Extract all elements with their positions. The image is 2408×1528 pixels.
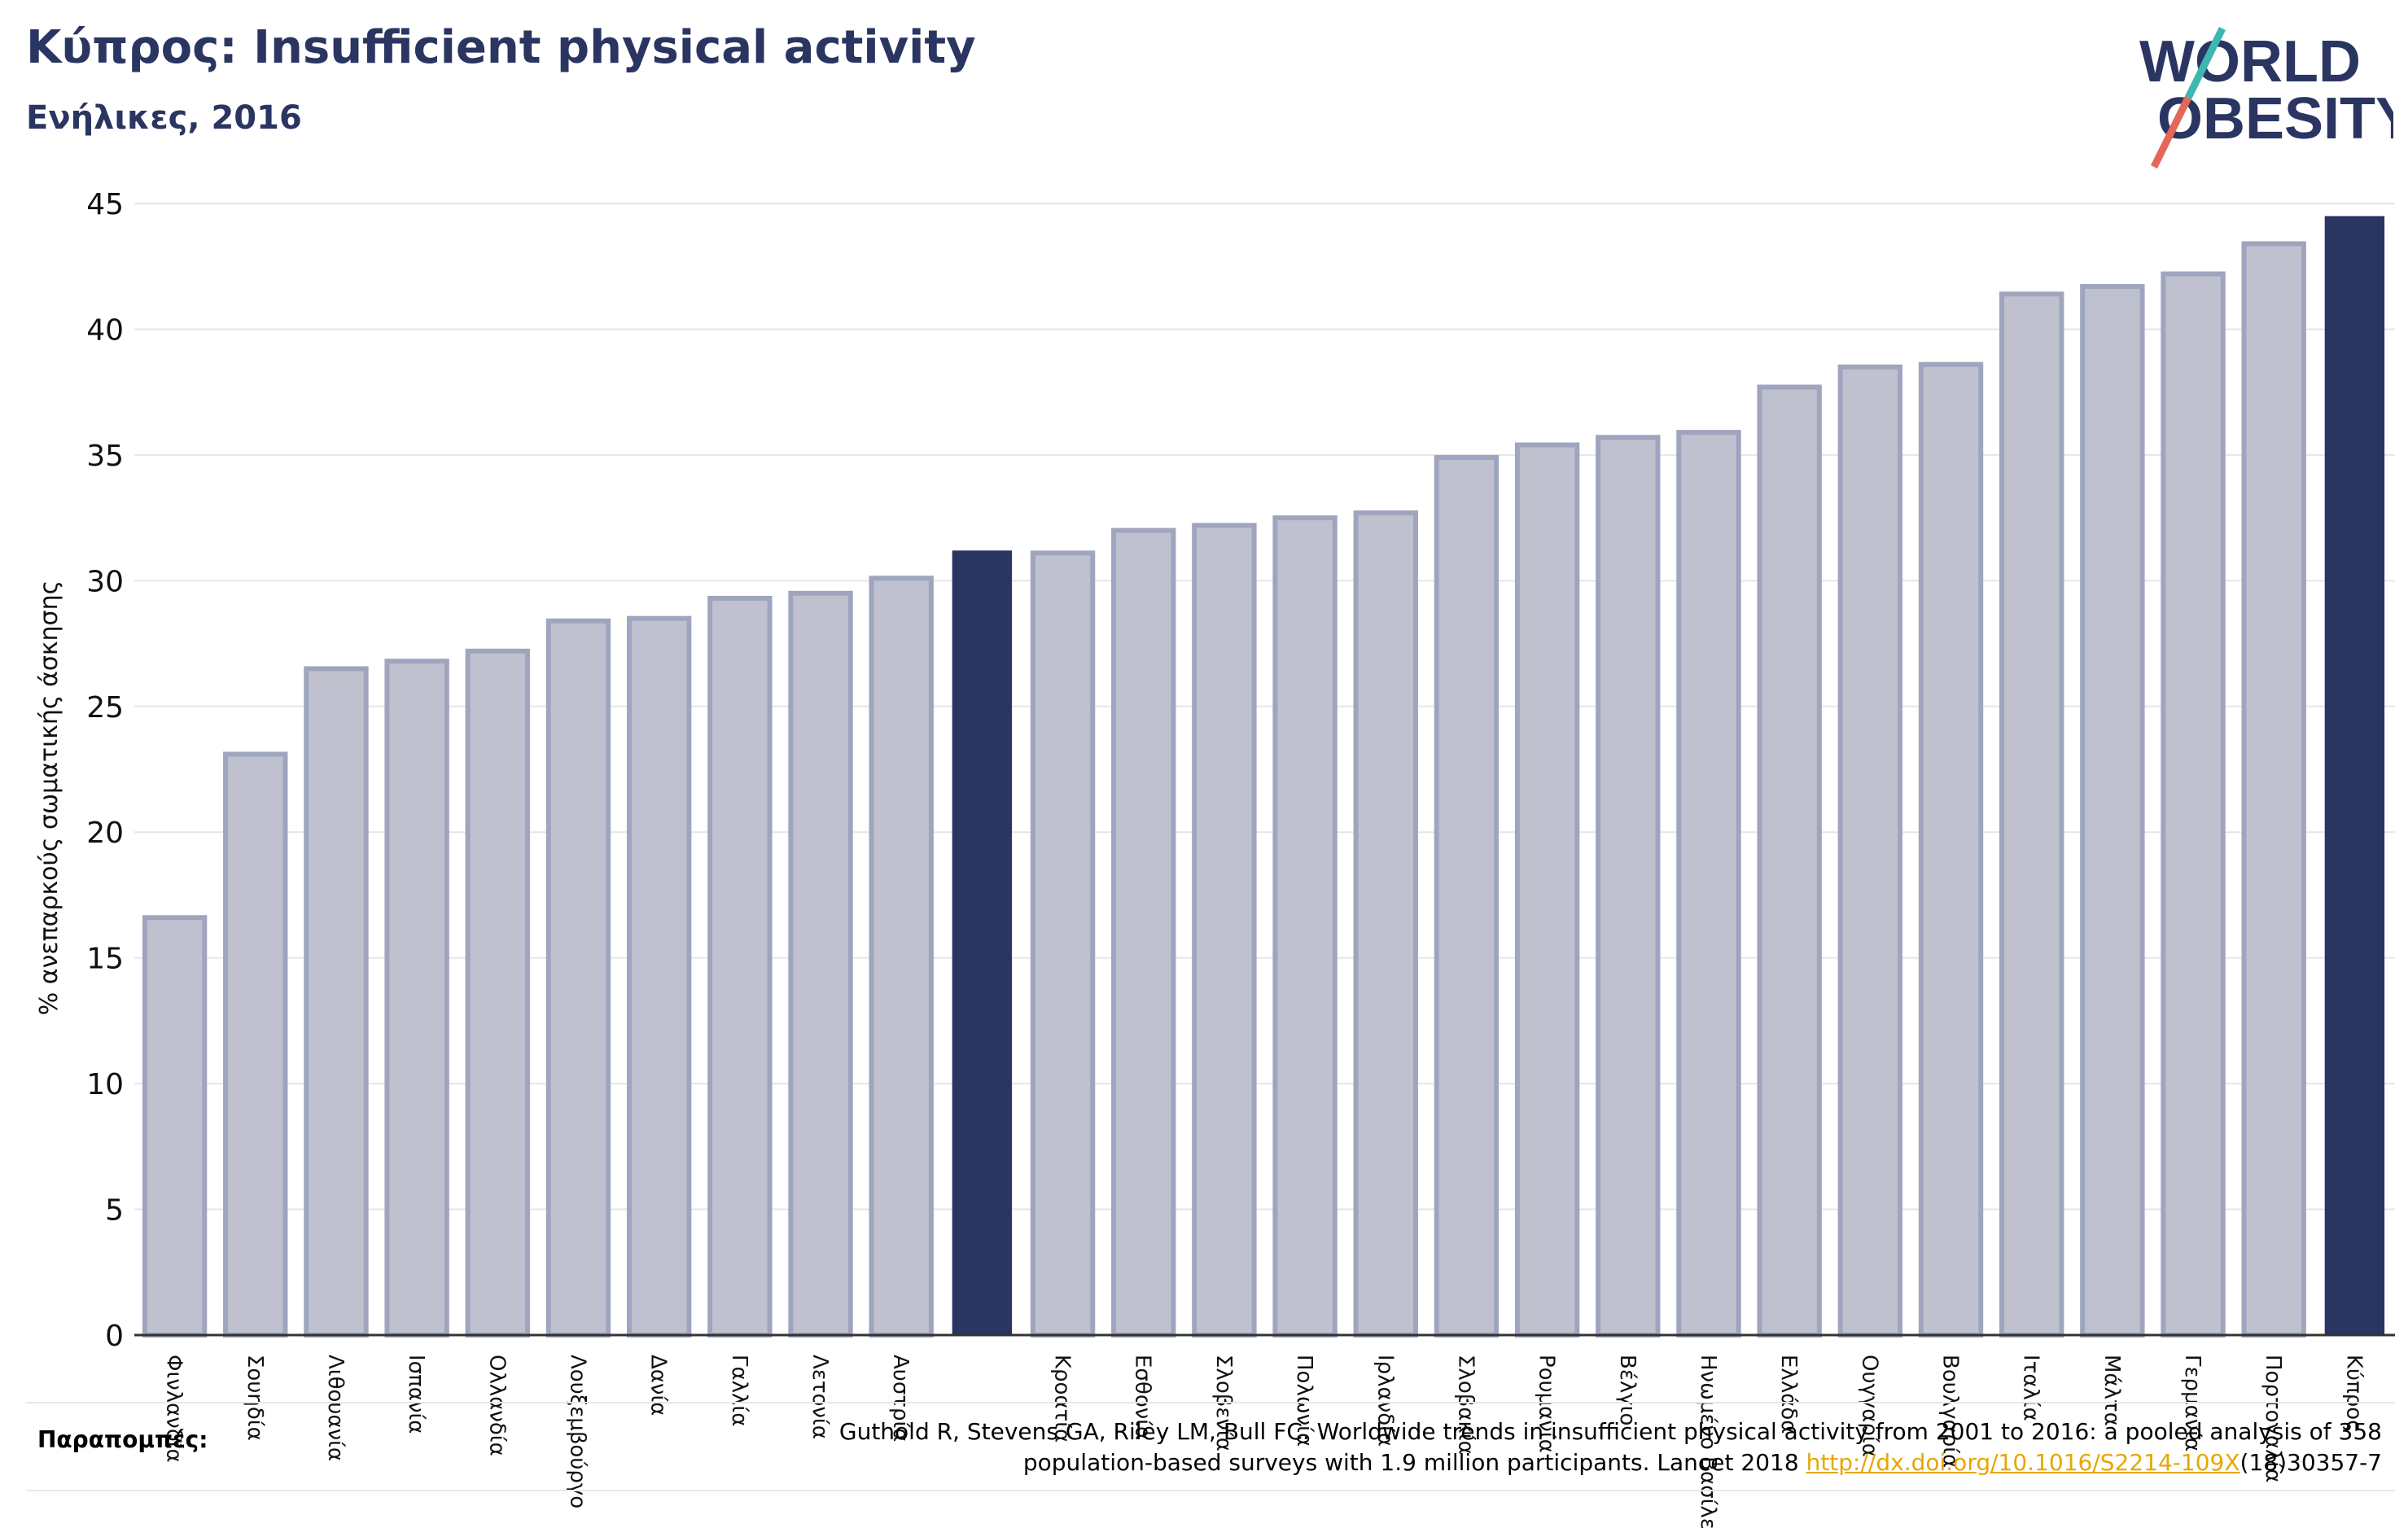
- chart-subtitle: Ενήλικες, 2016: [26, 99, 302, 137]
- reference-line-1: Guthold R, Stevens GA, Riley LM, Bull FC…: [838, 1418, 2382, 1445]
- bar: [1999, 291, 2064, 1338]
- x-tick-label: Ελλάδα: [1776, 1355, 1801, 1434]
- references-divider-bottom: [26, 1490, 2395, 1491]
- y-tick-label: 20: [86, 817, 124, 850]
- x-tick-label: Κροατία: [1050, 1355, 1075, 1443]
- references-text: Guthold R, Stevens GA, Riley LM, Bull FC…: [713, 1416, 2382, 1478]
- y-tick-label: 0: [105, 1320, 124, 1353]
- bar: [142, 915, 208, 1338]
- x-tick-label: Ουγγαρία: [1857, 1355, 1881, 1457]
- chart-title: Κύπρος: Insufficient physical activity: [26, 21, 976, 74]
- x-tick-label: Γαλλία: [727, 1355, 751, 1426]
- y-tick-label: 35: [86, 440, 124, 473]
- bar: [1514, 442, 1580, 1338]
- x-tick-label: Λουξεμβούργο: [565, 1355, 589, 1508]
- bar: [626, 615, 692, 1338]
- x-tick-label: Ιταλία: [2019, 1355, 2043, 1421]
- bar: [1434, 454, 1500, 1338]
- bar: [465, 648, 530, 1338]
- svg-text:W: W: [2139, 29, 2195, 94]
- bar: [788, 590, 853, 1338]
- x-tick-label: Σουηδία: [243, 1355, 267, 1441]
- x-tick-label: Εσθονία: [1131, 1355, 1155, 1440]
- references-label: Παραπομπές:: [37, 1426, 208, 1453]
- x-tick-label: Φινλανδία: [162, 1355, 186, 1463]
- x-tick-label: Ολλανδία: [484, 1355, 509, 1456]
- bar: [952, 550, 1013, 1335]
- x-tick-label: Πορτογαλία: [2261, 1355, 2285, 1482]
- x-tick-label: Σλοβακία: [1453, 1355, 1478, 1455]
- y-tick-label: 5: [105, 1194, 124, 1228]
- y-axis-label: % ανεπαρκούς σωματικής άσκησης: [35, 580, 63, 1015]
- svg-text:OBESITY: OBESITY: [2157, 86, 2393, 151]
- bar: [1918, 361, 1984, 1338]
- x-tick-label: Μάλτα: [2099, 1355, 2124, 1426]
- svg-text:ORLD: ORLD: [2195, 29, 2361, 94]
- y-tick-label: 15: [86, 943, 124, 976]
- bar: [1596, 435, 1661, 1338]
- bar: [1837, 364, 1903, 1338]
- bar: [304, 666, 369, 1338]
- y-tick-label: 45: [86, 188, 124, 221]
- y-tick-label: 30: [86, 565, 124, 598]
- x-tick-label: Πολωνία: [1292, 1355, 1316, 1447]
- bar: [1757, 384, 1822, 1338]
- world-obesity-logo: W ORLD OBESITY: [2139, 27, 2393, 169]
- x-tick-label: Ιρλανδία: [1373, 1355, 1397, 1447]
- bar: [1192, 523, 1257, 1338]
- bar: [1676, 430, 1741, 1338]
- bar: [869, 576, 934, 1338]
- x-tick-label: Δανία: [646, 1355, 671, 1416]
- x-tick-label: Λετονία: [808, 1355, 832, 1439]
- bar: [545, 618, 611, 1338]
- bar: [384, 659, 449, 1338]
- y-tick-label: 25: [86, 691, 124, 725]
- x-tick-label: Βέλγιο: [1615, 1355, 1640, 1425]
- bar: [1111, 528, 1176, 1338]
- bar: [1272, 515, 1338, 1338]
- reference-line-2-prefix: population-based surveys with 1.9 millio…: [1022, 1449, 1806, 1476]
- x-tick-label: Κύπρος: [2341, 1355, 2366, 1432]
- y-tick-label: 40: [86, 313, 124, 347]
- y-tick-label: 10: [86, 1068, 124, 1101]
- reference-line-2-suffix: (18)30357-7: [2239, 1449, 2382, 1476]
- reference-line-2: population-based surveys with 1.9 millio…: [713, 1447, 2382, 1478]
- bar: [223, 751, 288, 1338]
- x-tick-label: Αυστρία: [888, 1355, 913, 1442]
- bar: [707, 595, 773, 1338]
- x-tick-label: Λιθουανία: [323, 1355, 348, 1461]
- references-divider-top: [26, 1402, 2395, 1403]
- doi-link[interactable]: http://dx.doi.org/10.1016/S2214-109X: [1806, 1449, 2240, 1476]
- bar: [1353, 510, 1418, 1338]
- bar: [2324, 216, 2385, 1335]
- x-tick-label: Ρουμανία: [1535, 1355, 1559, 1453]
- x-tick-label: Ηνωμένο Βασίλειο: [1696, 1355, 1720, 1528]
- x-tick-label: Ισπανία: [404, 1355, 428, 1434]
- bar: [2080, 283, 2145, 1338]
- bar: [1030, 550, 1096, 1338]
- x-tick-label: Βουλγαρία: [1938, 1355, 1963, 1468]
- bar: [2161, 271, 2226, 1338]
- bar: [2241, 241, 2306, 1338]
